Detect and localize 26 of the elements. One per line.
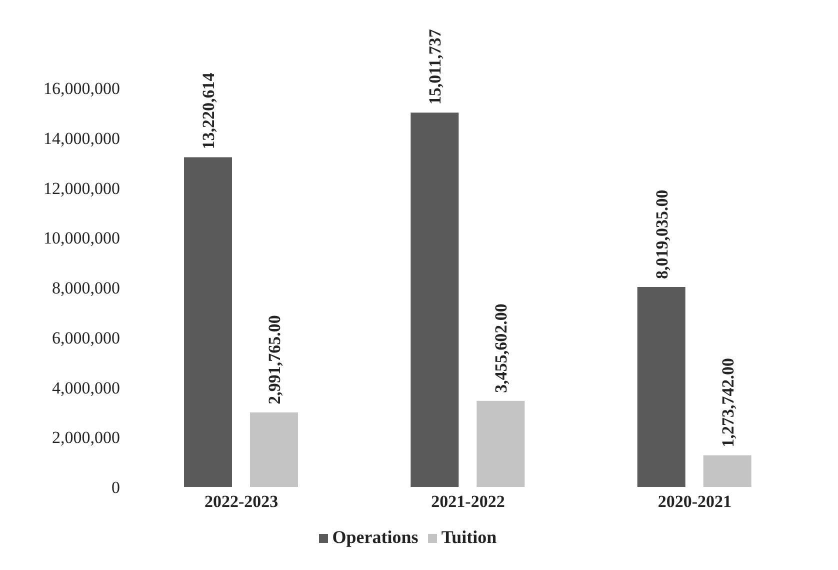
data-label: 3,455,602.00 (492, 304, 511, 393)
y-tick-label: 4,000,000 (52, 378, 120, 398)
bar (703, 455, 752, 487)
x-tick-label: 2020-2021 (658, 492, 732, 512)
data-label: 15,011,737 (426, 28, 445, 105)
bar (410, 112, 459, 487)
y-tick-label: 6,000,000 (52, 328, 120, 348)
legend-label: Tuition (441, 527, 497, 547)
x-tick-label: 2021-2022 (431, 492, 505, 512)
data-label: 2,991,765.00 (265, 315, 284, 404)
x-tick-label: 2022-2023 (204, 492, 278, 512)
data-label: 13,220,614 (199, 72, 218, 150)
y-tick-label: 12,000,000 (44, 178, 120, 198)
bar (637, 287, 686, 487)
y-tick-label: 2,000,000 (52, 428, 120, 448)
y-tick-label: 8,000,000 (52, 278, 120, 298)
y-tick-label: 16,000,000 (44, 79, 120, 98)
data-label: 1,273,742.00 (718, 358, 738, 448)
y-tick-label: 0 (112, 478, 120, 498)
bar (184, 157, 232, 487)
y-tick-label: 14,000,000 (44, 128, 120, 148)
legend-label: Operations (332, 527, 418, 547)
data-label: 8,019,035.00 (652, 190, 672, 280)
bar (250, 412, 298, 487)
y-tick-label: 10,000,000 (44, 228, 120, 248)
bar (476, 400, 525, 487)
